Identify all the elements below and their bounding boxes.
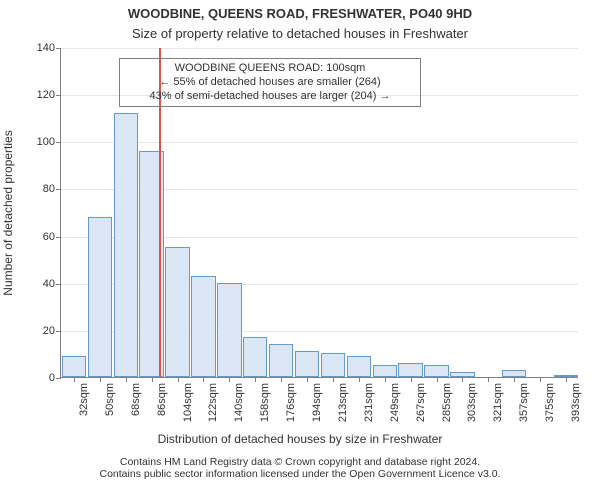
y-axis-label: Number of detached properties [1,130,15,295]
x-tick-label: 140sqm [233,383,245,422]
x-tick-label: 303sqm [466,383,478,422]
x-tick-label: 50sqm [104,383,116,416]
x-tick-label: 86sqm [156,383,168,416]
histogram-bar [191,276,215,377]
histogram-bar [373,365,397,377]
y-tick-label: 40 [43,278,55,290]
x-tick-label: 213sqm [337,383,349,422]
annotation-line: ← 55% of detached houses are smaller (26… [124,76,416,90]
histogram-bar [114,113,138,377]
histogram-bar [398,363,422,377]
x-tick-label: 122sqm [207,383,219,422]
y-tick-label: 80 [43,183,55,195]
x-tick-label: 357sqm [518,383,530,422]
histogram-bar [269,344,293,377]
y-tick-label: 100 [37,136,55,148]
chart-container: WOODBINE, QUEENS ROAD, FRESHWATER, PO40 … [0,0,600,500]
y-tick-label: 0 [49,372,55,384]
histogram-bar [243,337,267,377]
histogram-bar [88,217,112,377]
chart-title: WOODBINE, QUEENS ROAD, FRESHWATER, PO40 … [0,6,600,21]
x-tick-label: 267sqm [415,383,427,422]
gridline [61,142,578,143]
x-tick-label: 194sqm [311,383,323,422]
histogram-bar [62,356,86,377]
histogram-bar [347,356,371,377]
x-tick-label: 393sqm [570,383,582,422]
attribution-line-1: Contains HM Land Registry data © Crown c… [0,456,600,468]
attribution-text: Contains HM Land Registry data © Crown c… [0,456,600,480]
annotation-line: WOODBINE QUEENS ROAD: 100sqm [124,62,416,76]
annotation-line: 43% of semi-detached houses are larger (… [124,90,416,104]
x-tick-label: 68sqm [130,383,142,416]
histogram-bar [424,365,448,377]
x-tick-label: 176sqm [285,383,297,422]
attribution-line-2: Contains public sector information licen… [0,468,600,480]
x-tick-label: 249sqm [389,383,401,422]
x-tick-label: 321sqm [492,383,504,422]
histogram-bar [217,283,241,377]
y-tick-label: 140 [37,42,55,54]
x-axis-label: Distribution of detached houses by size … [0,432,600,446]
x-tick-label: 158sqm [259,383,271,422]
histogram-bar [295,351,319,377]
chart-subtitle: Size of property relative to detached ho… [0,26,600,41]
plot-area: 020406080100120140 32sqm50sqm68sqm86sqm1… [60,48,578,378]
gridline [61,48,578,49]
histogram-bar [165,247,189,377]
x-tick-label: 231sqm [363,383,375,422]
histogram-bar [502,370,526,377]
y-tick-label: 60 [43,231,55,243]
y-tick-label: 20 [43,325,55,337]
x-tick-label: 375sqm [544,383,556,422]
x-tick-label: 32sqm [78,383,90,416]
x-tick-label: 104sqm [182,383,194,422]
annotation-box: WOODBINE QUEENS ROAD: 100sqm← 55% of det… [119,58,421,107]
x-tick-label: 285sqm [441,383,453,422]
y-tick-label: 120 [37,89,55,101]
histogram-bar [321,353,345,377]
